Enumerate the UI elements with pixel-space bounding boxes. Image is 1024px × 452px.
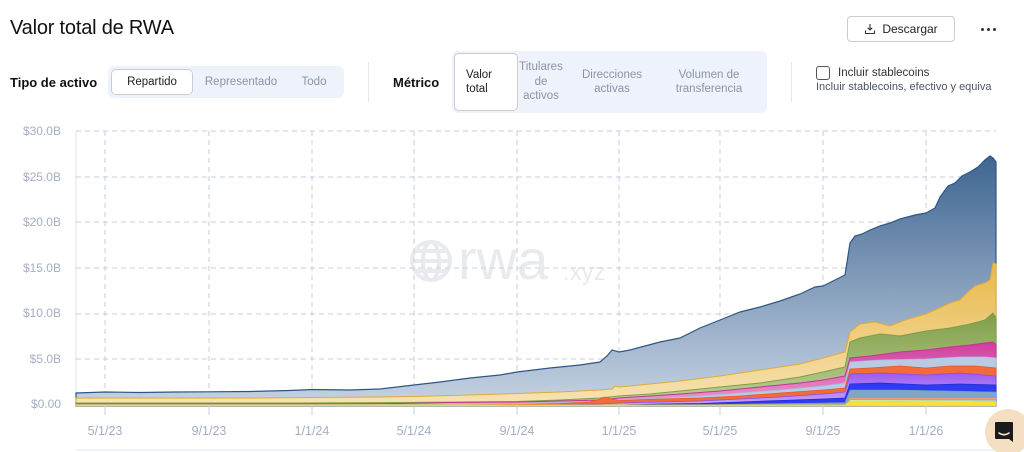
y-tick-label: $15.0B (22, 261, 61, 275)
series-area-gold (75, 262, 997, 407)
ellipsis-horizontal-icon (980, 27, 984, 31)
x-tick-label: 5/1/23 (87, 424, 123, 438)
page-title: Valor total de RWA (10, 17, 174, 39)
metric-option-line: total (466, 83, 488, 95)
metric-option-titulares[interactable]: Titulares de activos (518, 60, 564, 103)
y-tick-label: $25.0B (22, 170, 61, 184)
divider (368, 62, 369, 102)
y-tick-label: $5.0B (29, 352, 61, 366)
metric-option-line: transferencia (675, 83, 743, 95)
watermark-text: rwa (458, 228, 549, 291)
x-tick-label: 9/1/24 (499, 424, 535, 438)
ellipsis-dot (992, 27, 996, 31)
metric-segmented-control: Valor total Titulares de activos Direcci… (452, 51, 767, 113)
metric-option-line: Titulares (519, 61, 563, 74)
x-tick-label: 1/1/24 (294, 424, 330, 438)
horizontal-gridlines (76, 130, 996, 360)
metric-option-line: Direcciones (581, 68, 643, 81)
x-axis-ticks (104, 406, 927, 415)
y-tick-label: $20.0B (22, 215, 61, 229)
download-tray-icon (865, 24, 876, 35)
series-area-salmon (76, 398, 996, 406)
x-tick-label: 9/1/25 (805, 424, 841, 438)
metric-option-direcciones[interactable]: Direcciones activas (564, 68, 660, 97)
x-tick-label: 1/1/26 (908, 424, 944, 438)
asset-type-option-repartido[interactable]: Repartido (111, 69, 193, 95)
x-tick-label: 5/1/24 (396, 424, 432, 438)
metric-option-line: activas (594, 83, 630, 95)
divider (791, 62, 792, 102)
metric-option-line: Valor (466, 68, 492, 81)
globe-icon (410, 240, 452, 282)
y-tick-label: $30.0B (22, 124, 61, 138)
metric-option-valor-total[interactable]: Valor total (454, 53, 518, 111)
watermark: rwa .xyz (410, 228, 606, 291)
metric-label: Métrico (393, 75, 440, 90)
asset-type-option-representado[interactable]: Representado (204, 76, 278, 88)
ellipsis-dot (986, 27, 990, 31)
chat-bubble-icon (995, 422, 1013, 442)
stablecoins-checkbox[interactable] (816, 66, 830, 80)
series-area-top (75, 155, 997, 407)
series-area-green (75, 312, 997, 407)
metric-option-line: activos (523, 90, 559, 103)
download-button[interactable]: Descargar (847, 16, 955, 42)
series-area-pale-green (850, 400, 996, 402)
asset-type-segmented-control: Repartido Representado Todo (108, 66, 344, 98)
x-tick-label: 9/1/23 (191, 424, 227, 438)
watermark-suffix: .xyz (563, 259, 606, 286)
metric-option-line: Volumen de (678, 68, 740, 81)
series-area-magenta (75, 341, 997, 407)
x-tick-label: 5/1/25 (702, 424, 738, 438)
metric-option-volumen[interactable]: Volumen de transferencia (660, 68, 758, 97)
y-tick-label: $0.00 (30, 397, 61, 411)
series-area-orange (75, 365, 997, 407)
x-tick-label: 1/1/25 (601, 424, 637, 438)
chat-widget-button[interactable] (985, 409, 1024, 452)
asset-type-label: Tipo de activo (10, 75, 98, 90)
stablecoins-filter: Incluir stablecoins Incluir stablecoins,… (816, 66, 991, 93)
stablecoins-label[interactable]: Incluir stablecoins (838, 67, 930, 79)
more-options-button[interactable] (976, 18, 1000, 40)
stablecoins-description: Incluir stablecoins, efectivo y equiva (816, 81, 992, 93)
download-label: Descargar (882, 22, 938, 36)
metric-option-line: de (534, 75, 548, 88)
y-tick-label: $10.0B (22, 306, 61, 320)
asset-type-option-todo[interactable]: Todo (301, 76, 327, 88)
series-area-purple (75, 372, 997, 407)
